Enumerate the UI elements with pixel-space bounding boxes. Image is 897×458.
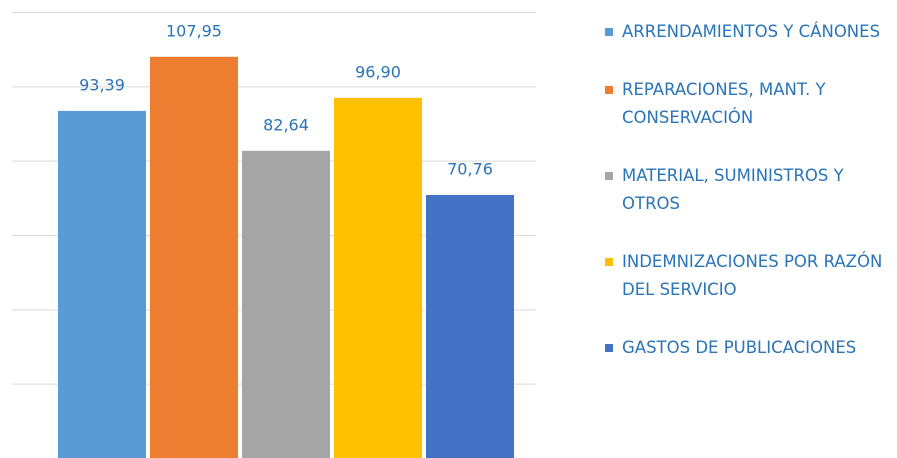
data-label: 96,90 xyxy=(355,62,401,81)
legend-swatch xyxy=(605,258,613,266)
legend-label: GASTOS DE PUBLICACIONES xyxy=(622,338,857,357)
legend-label: MATERIAL, SUMINISTROS Y OTROS xyxy=(622,166,844,213)
bar xyxy=(334,97,422,458)
legend-swatch xyxy=(605,28,613,36)
bar xyxy=(426,195,514,458)
legend-item: GASTOS DE PUBLICACIONES xyxy=(605,334,895,362)
legend-swatch xyxy=(605,86,613,94)
bar xyxy=(58,110,146,458)
legend: ARRENDAMIENTOS Y CÁNONES REPARACIONES, MA… xyxy=(605,18,895,392)
legend-label: INDEMNIZACIONES POR RAZÓN DEL SERVICIO xyxy=(622,252,883,299)
legend-swatch xyxy=(605,172,613,180)
legend-swatch xyxy=(605,344,613,352)
legend-item: INDEMNIZACIONES POR RAZÓN DEL SERVICIO xyxy=(605,248,895,304)
data-label: 70,76 xyxy=(447,160,493,179)
bar xyxy=(150,56,238,458)
legend-label: ARRENDAMIENTOS Y CÁNONES xyxy=(622,22,881,41)
data-label: 93,39 xyxy=(79,75,125,94)
data-label: 82,64 xyxy=(263,115,309,134)
chart: 93,39 107,95 82,64 96,90 70,76 xyxy=(12,12,536,458)
legend-item: MATERIAL, SUMINISTROS Y OTROS xyxy=(605,162,895,218)
legend-label: REPARACIONES, MANT. Y CONSERVACIÓN xyxy=(622,80,826,127)
bar xyxy=(242,150,330,458)
legend-item: ARRENDAMIENTOS Y CÁNONES xyxy=(605,18,895,46)
data-label: 107,95 xyxy=(166,21,222,40)
legend-item: REPARACIONES, MANT. Y CONSERVACIÓN xyxy=(605,76,895,132)
